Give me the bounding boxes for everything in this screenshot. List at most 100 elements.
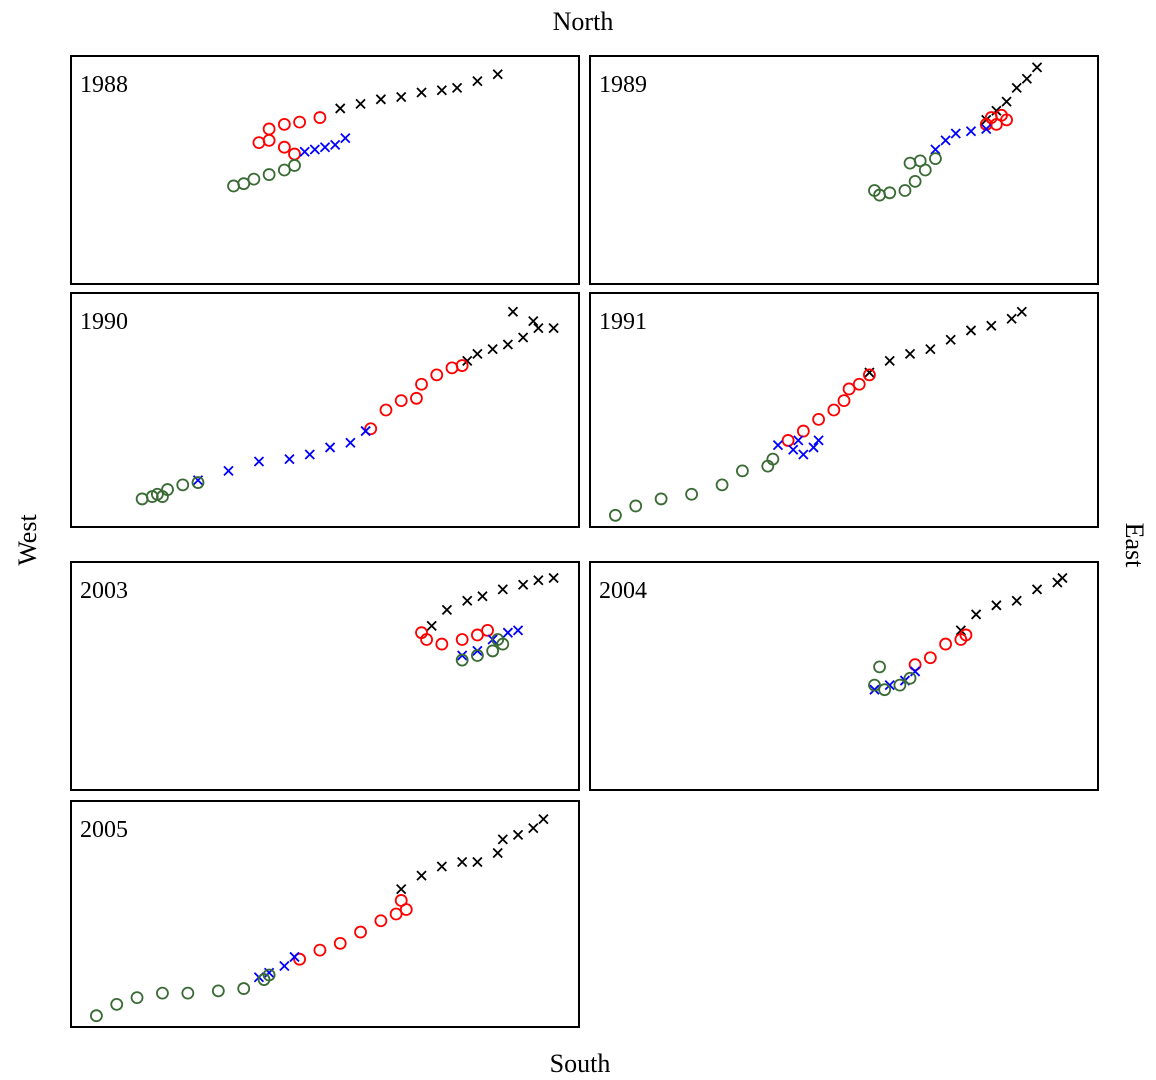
point <box>156 986 169 1000</box>
panel-frame <box>70 800 580 1028</box>
point <box>873 660 886 674</box>
panel-frame <box>589 292 1099 528</box>
point <box>335 103 346 114</box>
point <box>1031 584 1043 595</box>
point <box>528 822 539 834</box>
point <box>918 163 932 177</box>
point <box>451 82 463 94</box>
point <box>772 439 784 451</box>
point <box>903 156 917 170</box>
point <box>394 394 408 408</box>
panel-frame <box>589 55 1099 285</box>
point <box>1011 595 1022 606</box>
point <box>364 422 378 436</box>
point <box>375 94 387 105</box>
point <box>284 454 295 465</box>
point <box>793 435 804 446</box>
point <box>90 1009 103 1023</box>
point <box>827 403 841 417</box>
point <box>548 322 559 334</box>
point <box>497 584 508 595</box>
point <box>435 637 449 651</box>
point <box>394 894 408 907</box>
point <box>1021 73 1033 84</box>
point <box>990 118 1003 131</box>
point <box>908 658 922 671</box>
point <box>884 355 895 366</box>
point <box>389 907 403 921</box>
point <box>492 69 503 80</box>
point <box>813 435 824 446</box>
point <box>279 960 290 972</box>
point <box>472 75 483 87</box>
panel-frame <box>70 292 580 528</box>
west-label: West <box>13 514 42 566</box>
point <box>470 649 484 662</box>
point <box>842 382 856 396</box>
point <box>986 320 997 331</box>
point <box>796 424 810 438</box>
point <box>512 829 524 841</box>
point <box>330 139 341 151</box>
point <box>355 98 366 110</box>
point <box>457 650 468 661</box>
point <box>130 991 144 1005</box>
point <box>883 186 897 200</box>
south-label: South <box>550 1049 611 1078</box>
point <box>965 126 977 137</box>
point <box>181 986 195 1000</box>
point <box>354 925 367 939</box>
point <box>1001 96 1012 107</box>
point <box>472 645 483 657</box>
point <box>507 306 519 317</box>
point <box>416 87 427 98</box>
point <box>396 884 407 895</box>
point <box>923 651 937 665</box>
point <box>360 425 371 437</box>
point <box>410 391 423 405</box>
point <box>898 184 912 197</box>
east-label: East <box>1120 523 1149 569</box>
point <box>812 412 825 426</box>
point <box>965 325 977 336</box>
point <box>1031 62 1043 73</box>
point <box>455 359 469 372</box>
point <box>462 595 473 606</box>
point <box>430 368 444 382</box>
point <box>472 348 483 359</box>
point <box>1057 572 1068 584</box>
point <box>299 146 310 157</box>
point <box>1006 313 1017 324</box>
point <box>309 144 320 155</box>
point <box>1000 113 1013 127</box>
point <box>528 315 539 327</box>
point <box>262 133 276 147</box>
point <box>293 115 307 129</box>
point <box>939 637 952 651</box>
point <box>324 442 336 453</box>
point <box>319 142 331 153</box>
north-label: North <box>553 7 614 36</box>
point <box>416 870 427 881</box>
point <box>288 147 301 161</box>
panel-title: 1991 <box>599 309 647 335</box>
point <box>945 334 956 345</box>
point <box>538 813 549 825</box>
point <box>262 168 276 181</box>
point <box>481 624 494 637</box>
point <box>304 449 315 460</box>
panel-frame <box>589 561 1099 791</box>
panel-title: 2003 <box>80 578 128 604</box>
point <box>517 579 529 590</box>
panel-title: 2004 <box>599 578 647 604</box>
point <box>884 679 895 691</box>
point <box>277 118 291 131</box>
point <box>415 377 428 391</box>
point <box>110 998 124 1011</box>
point <box>808 442 819 453</box>
point <box>313 111 327 124</box>
point <box>869 684 880 695</box>
point <box>477 591 488 602</box>
panel-frame <box>70 55 580 285</box>
point <box>654 492 668 506</box>
